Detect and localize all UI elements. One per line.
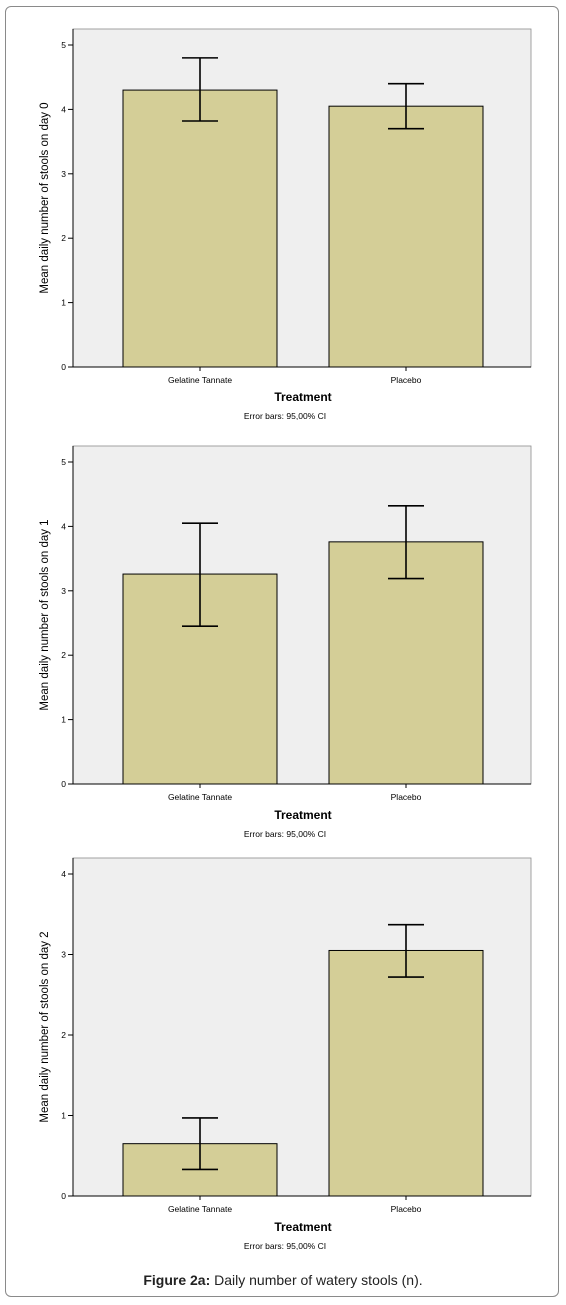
y-tick-label: 2: [61, 233, 66, 243]
x-tick-label: Gelatine Tannate: [168, 792, 232, 802]
bar: [328, 105, 484, 368]
y-tick-label: 3: [61, 169, 66, 179]
y-tick-label: 4: [61, 869, 66, 879]
y-tick-label: 4: [61, 104, 66, 114]
bar: [328, 541, 484, 785]
caption-text: Daily number of watery stools (n).: [214, 1272, 423, 1288]
error-bar-footnote: Error bars: 95,00% CI: [244, 1241, 326, 1251]
x-axis-label: Treatment: [274, 1220, 331, 1234]
y-axis-label: Mean daily number of stools on day 0: [39, 102, 51, 293]
bar: [122, 89, 278, 368]
y-tick-label: 4: [61, 521, 66, 531]
y-tick-label: 1: [61, 1111, 66, 1121]
y-tick-label: 0: [61, 1191, 66, 1201]
x-axis-label: Treatment: [274, 808, 331, 822]
x-tick-label: Gelatine Tannate: [168, 1204, 232, 1214]
x-tick-label: Placebo: [391, 375, 422, 385]
x-tick-label: Placebo: [391, 1204, 422, 1214]
bar: [328, 949, 484, 1197]
figure-caption: Figure 2a: Daily number of watery stools…: [0, 1272, 566, 1288]
caption-label: Figure 2a:: [143, 1272, 211, 1288]
error-bar-footnote: Error bars: 95,00% CI: [244, 411, 326, 421]
y-tick-label: 0: [61, 779, 66, 789]
y-tick-label: 2: [61, 1030, 66, 1040]
y-tick-label: 1: [61, 298, 66, 308]
x-axis-label: Treatment: [274, 390, 331, 404]
y-tick-label: 5: [61, 40, 66, 50]
y-tick-label: 3: [61, 586, 66, 596]
y-tick-label: 5: [61, 457, 66, 467]
y-axis-label: Mean daily number of stools on day 2: [39, 931, 51, 1122]
y-tick-label: 3: [61, 950, 66, 960]
y-tick-label: 0: [61, 362, 66, 372]
y-axis-label: Mean daily number of stools on day 1: [39, 519, 51, 710]
y-tick-label: 1: [61, 715, 66, 725]
x-tick-label: Gelatine Tannate: [168, 375, 232, 385]
y-tick-label: 2: [61, 650, 66, 660]
x-tick-label: Placebo: [391, 792, 422, 802]
error-bar-footnote: Error bars: 95,00% CI: [244, 829, 326, 839]
